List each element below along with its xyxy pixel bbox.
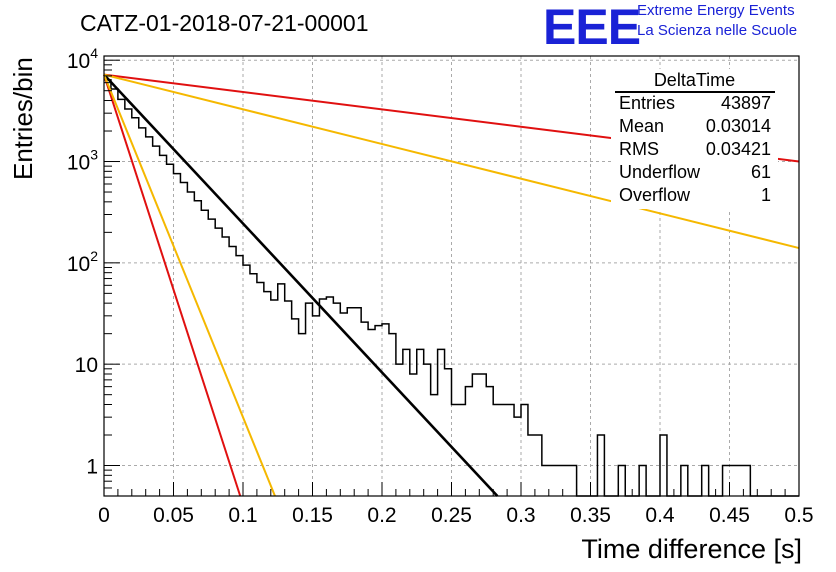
x-tick-label: 0.25 [431, 504, 472, 527]
stats-value: 61 [750, 162, 771, 182]
tick-labels: 0 0.05 0.1 0.15 0.2 0.25 0.3 0.35 0.4 0.45 0.5 1 10 1… [67, 45, 814, 527]
chart-title: CATZ-01-2018-07-21-00001 [80, 10, 369, 36]
x-tick-label: 0.15 [292, 504, 333, 527]
stats-label: Underflow [619, 162, 701, 182]
y-axis-label: Entries/bin [8, 57, 38, 180]
x-axis-label: Time difference [s] [581, 534, 802, 564]
x-tick-label: 0.5 [784, 504, 813, 527]
stats-title: DeltaTime [653, 70, 736, 90]
x-tick-label: 0.4 [645, 504, 675, 527]
fit-line-1 [103, 74, 242, 497]
stats-row-mean: Mean 0.03014 [619, 116, 771, 138]
stats-label: Entries [619, 93, 676, 113]
x-tick-label: 0.05 [153, 504, 194, 527]
stats-row-overflow: Overflow 1 [619, 185, 771, 207]
axis-ticks [103, 59, 800, 497]
x-tick-label: 0.1 [228, 504, 257, 527]
x-tick-label: 0.2 [367, 504, 396, 527]
stats-label: RMS [619, 139, 659, 159]
stats-label: Mean [619, 116, 665, 136]
stats-value: 0.03421 [705, 139, 771, 159]
logo-line-1: Extreme Energy Events [637, 2, 795, 19]
x-tick-label: 0.45 [709, 504, 750, 527]
x-tick-label: 0.35 [570, 504, 611, 527]
stats-row-entries: Entries 43897 [619, 93, 771, 115]
stats-box: DeltaTime Entries 43897 Mean 0.03014 RMS… [611, 69, 778, 209]
x-tick-label: 0.3 [506, 504, 535, 527]
stats-label: Overflow [619, 185, 691, 205]
y-tick-label: 104 [67, 45, 98, 73]
stats-row-underflow: Underflow 61 [619, 162, 771, 184]
eee-logo: EEE [543, 0, 641, 55]
stats-value: 0.03014 [705, 116, 771, 136]
fit-line-2 [103, 74, 276, 497]
y-tick-label: 102 [67, 248, 98, 276]
stats-row-rms: RMS 0.03421 [619, 139, 771, 161]
stats-divider [615, 91, 775, 93]
y-tick-label: 103 [67, 147, 98, 175]
stats-value: 1 [760, 185, 771, 205]
stats-value: 43897 [720, 93, 771, 113]
fit-line-4 [103, 73, 800, 250]
logo-line-2: La Scienza nelle Scuole [637, 22, 798, 39]
y-tick-label: 1 [86, 455, 98, 478]
y-tick-label: 10 [75, 354, 98, 377]
x-tick-label: 0 [98, 504, 110, 527]
fit-line-0 [103, 73, 499, 497]
